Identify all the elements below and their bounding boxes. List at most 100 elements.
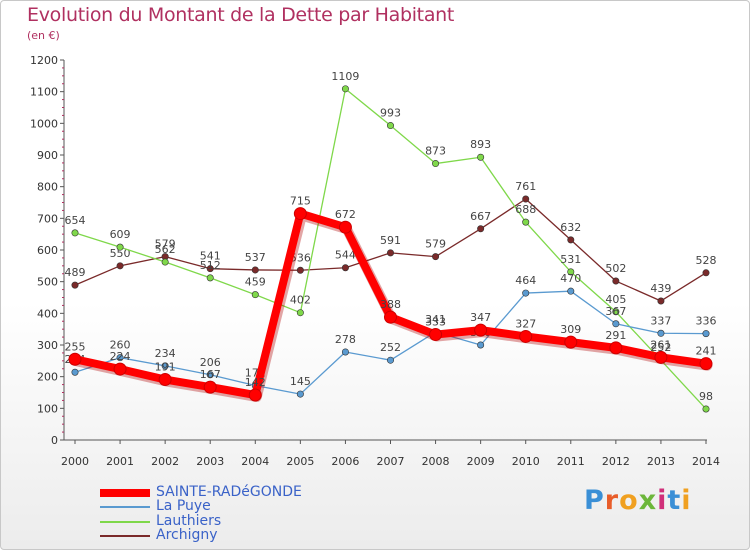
y-tick-label: 1100 (30, 86, 58, 99)
brand-letter: i (657, 485, 668, 516)
x-tick-label: 2000 (61, 455, 89, 468)
data-label-lauthiers: 688 (515, 203, 536, 216)
data-label-la-puye: 278 (335, 333, 356, 346)
data-point-sainte-rad-gonde (699, 357, 713, 371)
chart-title: Evolution du Montant de la Dette par Hab… (27, 4, 455, 26)
data-point-archigny (567, 236, 575, 244)
data-point-la-puye (567, 287, 575, 295)
data-point-sainte-rad-gonde (654, 350, 668, 364)
data-point-la-puye (522, 289, 530, 297)
data-label-la-puye: 252 (380, 341, 401, 354)
data-label-archigny: 544 (335, 249, 356, 262)
brand-logo: Proxiti (584, 485, 692, 516)
x-tick-label: 2001 (106, 455, 134, 468)
data-point-lauthiers (612, 308, 620, 316)
data-label-la-puye: 464 (515, 274, 536, 287)
data-label-archigny: 550 (110, 247, 131, 260)
data-label-lauthiers: 252 (650, 341, 671, 354)
data-label-la-puye: 206 (200, 356, 221, 369)
data-point-sainte-rad-gonde (293, 207, 307, 221)
x-tick-label: 2007 (377, 455, 405, 468)
data-point-archigny (386, 249, 394, 257)
y-tick-label: 400 (37, 307, 58, 320)
data-label-sainte-rad-gonde: 309 (560, 323, 581, 336)
data-point-la-puye (477, 341, 485, 349)
data-point-archigny (612, 277, 620, 285)
data-point-archigny (522, 195, 530, 203)
data-point-archigny (251, 266, 259, 274)
x-tick-label: 2010 (512, 455, 540, 468)
data-label-lauthiers: 1109 (331, 70, 359, 83)
data-label-archigny: 579 (425, 238, 446, 251)
data-point-sainte-rad-gonde (474, 323, 488, 337)
data-label-sainte-rad-gonde: 261 (650, 338, 671, 351)
y-tick-label: 900 (37, 149, 58, 162)
x-tick-label: 2002 (151, 455, 179, 468)
legend-label: Lauthiers (156, 513, 222, 529)
legend-swatch (100, 521, 150, 523)
data-point-archigny (341, 264, 349, 272)
legend-label: La Puye (156, 498, 211, 514)
data-point-sainte-rad-gonde (68, 352, 82, 366)
data-label-archigny: 667 (470, 210, 491, 223)
data-point-sainte-rad-gonde (248, 388, 262, 402)
brand-letter: x (638, 485, 658, 516)
x-tick-label: 2008 (422, 455, 450, 468)
data-label-lauthiers: 459 (245, 276, 266, 289)
data-point-lauthiers (71, 229, 79, 237)
data-label-sainte-rad-gonde: 327 (515, 317, 536, 330)
data-point-la-puye (702, 330, 710, 338)
data-point-sainte-rad-gonde (203, 380, 217, 394)
data-point-lauthiers (567, 268, 575, 276)
y-tick-label: 100 (37, 402, 58, 415)
data-label-archigny: 761 (515, 180, 536, 193)
data-label-lauthiers: 873 (425, 145, 446, 158)
data-label-sainte-rad-gonde: 291 (605, 329, 626, 342)
data-label-sainte-rad-gonde: 224 (110, 350, 131, 363)
data-point-lauthiers (386, 122, 394, 130)
data-label-la-puye: 470 (560, 272, 581, 285)
data-label-lauthiers: 993 (380, 107, 401, 120)
data-label-lauthiers: 405 (605, 293, 626, 306)
data-label-lauthiers: 609 (110, 228, 131, 241)
data-point-lauthiers (432, 160, 440, 168)
y-tick-label: 600 (37, 244, 58, 257)
data-point-la-puye (296, 390, 304, 398)
data-label-archigny: 439 (650, 282, 671, 295)
x-tick-label: 2014 (692, 455, 720, 468)
data-point-la-puye (341, 348, 349, 356)
data-label-la-puye: 341 (425, 313, 446, 326)
brand-letter: t (667, 485, 682, 516)
data-label-sainte-rad-gonde: 715 (290, 195, 311, 208)
data-point-archigny (71, 281, 79, 289)
data-point-lauthiers (206, 274, 214, 282)
data-label-archigny: 536 (290, 251, 311, 264)
data-label-archigny: 591 (380, 234, 401, 247)
data-label-sainte-rad-gonde: 167 (200, 368, 221, 381)
data-point-la-puye (386, 356, 394, 364)
legend-label: Archigny (156, 527, 218, 543)
data-label-lauthiers: 402 (290, 294, 311, 307)
data-label-sainte-rad-gonde: 255 (65, 340, 86, 353)
data-point-la-puye (657, 329, 665, 337)
data-point-la-puye (206, 371, 214, 379)
x-tick-label: 2013 (647, 455, 675, 468)
data-label-archigny: 537 (245, 251, 266, 264)
y-tick-label: 0 (51, 434, 58, 447)
data-point-sainte-rad-gonde (113, 362, 127, 376)
x-tick-label: 2004 (241, 455, 269, 468)
data-point-la-puye (612, 320, 620, 328)
data-point-archigny (296, 266, 304, 274)
legend-swatch (100, 489, 150, 497)
data-label-la-puye: 234 (155, 347, 176, 360)
data-label-sainte-rad-gonde: 241 (696, 345, 717, 358)
brand-letter: r (604, 485, 620, 516)
data-label-la-puye: 336 (696, 315, 717, 328)
chart-subtitle: (en €) (27, 29, 60, 42)
y-tick-label: 500 (37, 276, 58, 289)
data-label-sainte-rad-gonde: 142 (245, 376, 266, 389)
data-label-lauthiers: 531 (560, 253, 581, 266)
data-point-la-puye (161, 362, 169, 370)
